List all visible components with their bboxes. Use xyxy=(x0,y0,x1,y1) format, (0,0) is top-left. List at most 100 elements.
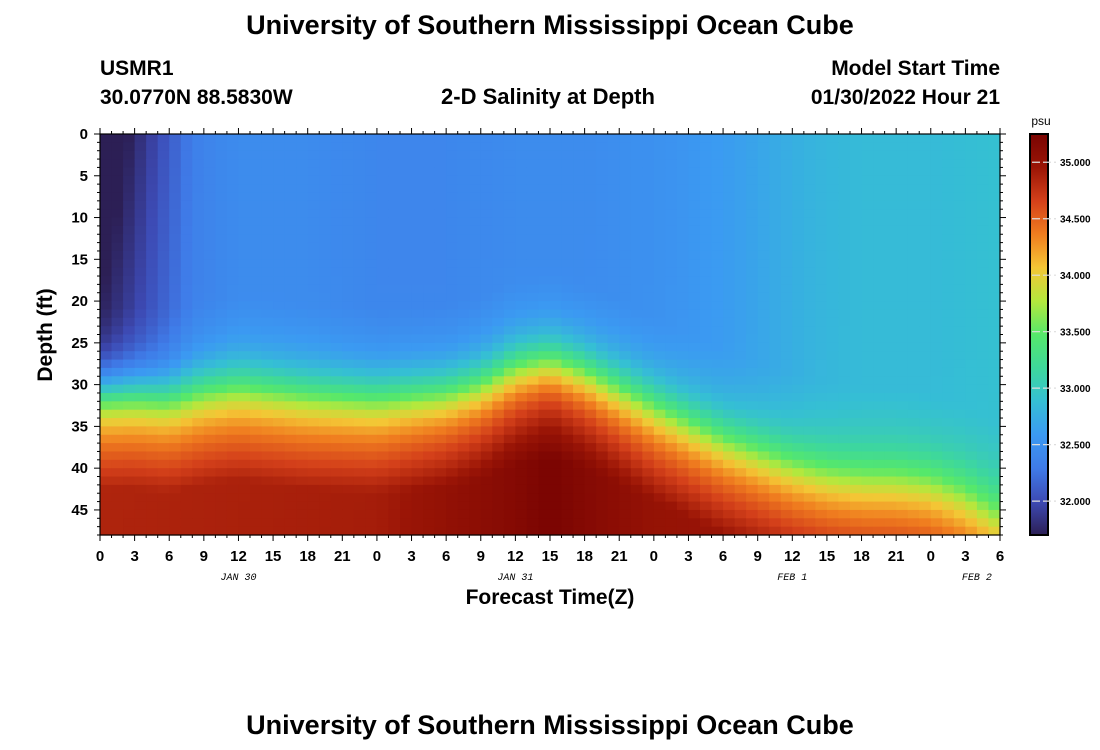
heatmap-cell xyxy=(942,142,955,152)
heatmap-cell xyxy=(861,184,874,194)
heatmap-cell xyxy=(250,392,263,402)
heatmap-cell xyxy=(919,301,932,311)
heatmap-cell xyxy=(607,359,620,369)
heatmap-cell xyxy=(111,159,124,169)
heatmap-cell xyxy=(861,250,874,260)
heatmap-cell xyxy=(769,526,782,536)
heatmap-cell xyxy=(434,209,447,219)
heatmap-cell xyxy=(411,317,424,327)
heatmap-cell xyxy=(261,292,274,302)
heatmap-cell xyxy=(826,234,840,244)
heatmap-cell xyxy=(861,451,874,461)
heatmap-cell xyxy=(284,150,297,160)
heatmap-cell xyxy=(146,359,159,369)
heatmap-cell xyxy=(250,234,263,244)
heatmap-cell xyxy=(861,359,874,369)
heatmap-cell xyxy=(769,376,782,386)
heatmap-cell xyxy=(873,342,886,352)
heatmap-cell xyxy=(273,292,286,302)
heatmap-cell xyxy=(192,267,205,277)
heatmap-cell xyxy=(757,192,770,202)
heatmap-cell xyxy=(607,484,620,494)
heatmap-cell xyxy=(342,167,355,177)
heatmap-cell xyxy=(838,209,851,219)
heatmap-cell xyxy=(480,326,493,336)
heatmap-cell xyxy=(526,476,540,486)
heatmap-cell xyxy=(134,159,147,169)
heatmap-cell xyxy=(215,134,228,143)
heatmap-cell xyxy=(319,443,332,453)
heatmap-cell xyxy=(942,192,955,202)
heatmap-cell xyxy=(838,326,851,336)
heatmap-cell xyxy=(226,159,240,169)
heatmap-cell xyxy=(169,426,182,436)
heatmap-cell xyxy=(492,426,505,436)
heatmap-cell xyxy=(757,317,770,327)
heatmap-cell xyxy=(976,426,990,436)
heatmap-cell xyxy=(180,484,193,494)
heatmap-cell xyxy=(388,175,401,185)
heatmap-cell xyxy=(423,476,436,486)
heatmap-cell xyxy=(896,501,909,511)
heatmap-cell xyxy=(850,150,863,160)
heatmap-cell xyxy=(434,342,447,352)
heatmap-cell xyxy=(619,451,632,461)
heatmap-cell xyxy=(873,367,886,377)
heatmap-cell xyxy=(503,259,516,269)
heatmap-cell xyxy=(250,501,263,511)
heatmap-cell xyxy=(884,217,897,227)
heatmap-cell xyxy=(203,175,216,185)
heatmap-cell xyxy=(676,276,690,285)
heatmap-cell xyxy=(953,192,966,202)
heatmap-cell xyxy=(203,292,216,302)
heatmap-cell xyxy=(330,184,343,194)
heatmap-cell xyxy=(803,443,816,453)
heatmap-cell xyxy=(342,134,355,143)
heatmap-cell xyxy=(826,159,840,169)
heatmap-cell xyxy=(376,326,390,336)
heatmap-cell xyxy=(319,384,332,394)
heatmap-cell xyxy=(826,134,840,143)
heatmap-cell xyxy=(838,401,851,411)
heatmap-cell xyxy=(976,301,990,311)
heatmap-cell xyxy=(734,401,747,411)
heatmap-cell xyxy=(376,284,390,294)
heatmap-cell xyxy=(630,367,643,377)
heatmap-cell xyxy=(619,476,632,486)
heatmap-cell xyxy=(180,392,193,402)
heatmap-cell xyxy=(873,418,886,427)
heatmap-cell xyxy=(457,376,470,386)
heatmap-cell xyxy=(884,426,897,436)
heatmap-cell xyxy=(434,159,447,169)
heatmap-cell xyxy=(573,493,586,503)
heatmap-cell xyxy=(434,426,447,436)
heatmap-cell xyxy=(169,200,182,210)
heatmap-cell xyxy=(330,409,343,419)
heatmap-cell xyxy=(538,200,551,210)
heatmap-cell xyxy=(342,509,355,519)
heatmap-cell xyxy=(515,476,528,486)
heatmap-cell xyxy=(100,159,113,169)
heatmap-cell xyxy=(365,509,378,519)
heatmap-cell xyxy=(203,426,216,436)
heatmap-cell xyxy=(411,167,424,177)
heatmap-cell xyxy=(573,334,586,344)
heatmap-cell xyxy=(930,359,943,369)
heatmap-cell xyxy=(792,459,805,469)
heatmap-cell xyxy=(630,167,643,177)
heatmap-cell xyxy=(619,434,632,444)
heatmap-cell xyxy=(526,426,540,436)
heatmap-cell xyxy=(642,367,655,377)
heatmap-cell xyxy=(769,493,782,503)
heatmap-cell xyxy=(757,359,770,369)
heatmap-cell xyxy=(492,167,505,177)
heatmap-cell xyxy=(769,225,782,235)
heatmap-cell xyxy=(561,259,574,269)
heatmap-cell xyxy=(480,242,493,252)
heatmap-cell xyxy=(100,476,113,486)
heatmap-cell xyxy=(446,501,459,511)
heatmap-cell xyxy=(896,225,909,235)
heatmap-cell xyxy=(561,493,574,503)
heatmap-cell xyxy=(492,134,505,143)
heatmap-cell xyxy=(596,317,609,327)
